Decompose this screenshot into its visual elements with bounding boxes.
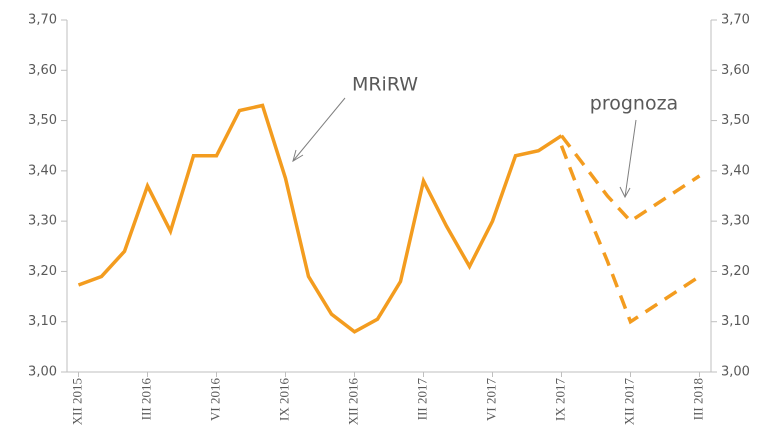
x-tick-label: IX 2016 (276, 378, 291, 421)
y2-tick-label: 3,00 (721, 365, 750, 380)
arrows (292, 97, 637, 199)
x-tick-label: XII 2015 (69, 378, 84, 425)
series-line (77, 103, 563, 334)
y2-tick-label: 3,20 (721, 264, 750, 279)
y2-tick-label: 3,30 (721, 214, 750, 229)
y-tick-label: 3,20 (28, 264, 57, 279)
x-tick-label: VI 2017 (483, 378, 498, 421)
series-line (559, 145, 701, 325)
x-tick-label: IX 2017 (552, 378, 567, 421)
y-tick-label: 3,60 (28, 63, 57, 78)
x-tick-label: III 2017 (414, 378, 429, 421)
annotation: MRiRW (352, 74, 418, 96)
y-tick-label: 3,10 (28, 314, 57, 329)
y2-tick-label: 3,10 (721, 314, 750, 329)
y-tick-label: 3,00 (28, 365, 57, 380)
y2-tick-label: 3,70 (721, 13, 750, 28)
series-line (560, 134, 701, 224)
x-tick-label: XII 2017 (621, 378, 636, 426)
x-tick-label: III 2018 (690, 378, 705, 420)
y2-tick-label: 3,40 (721, 163, 750, 178)
y-tick-label: 3,30 (28, 214, 57, 229)
y2-tick-label: 3,50 (721, 113, 750, 128)
x-tick-label: XII 2016 (345, 378, 360, 426)
y-tick-label: 3,50 (28, 113, 57, 128)
y2-tick-label: 3,60 (721, 63, 750, 78)
y-tick-label: 3,40 (28, 163, 57, 178)
y-tick-label: 3,70 (28, 13, 57, 28)
x-tick-label: VI 2016 (207, 378, 222, 421)
annotation: prognoza (590, 93, 678, 115)
x-tick-label: III 2016 (138, 378, 153, 421)
